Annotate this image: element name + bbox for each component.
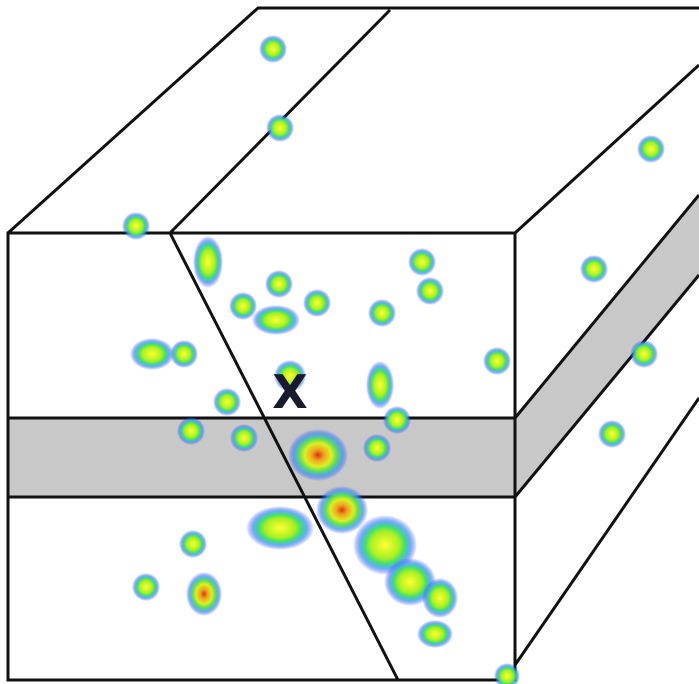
hotspot [494,663,520,684]
hotspot [363,434,391,462]
hotspot [274,360,306,392]
hotspot [186,572,222,616]
hotspot [383,406,411,434]
block [6,6,699,682]
hotspot [637,135,665,163]
side-edge [513,63,699,235]
hotspot [122,212,150,240]
hotspot [416,277,444,305]
gray-layer-side [515,195,699,497]
hotspot [130,338,174,370]
hotspot [408,248,436,276]
hotspot [179,530,207,558]
hotspot [132,573,160,601]
hotspot [230,424,258,452]
heatmap [122,35,665,684]
hotspot [266,114,294,142]
hotspot [598,420,626,448]
hotspot [368,299,396,327]
hotspot [170,340,198,368]
hotspot [177,417,205,445]
hotspot [630,340,658,368]
hotspot [417,620,453,648]
side-layer-line [513,194,699,419]
hotspot [316,486,368,534]
hotspot [483,347,511,375]
hotspot [366,361,394,409]
fault-front [168,232,400,681]
hotspot [303,289,331,317]
front-face [6,231,517,682]
hotspot [259,35,287,63]
hotspot [213,388,241,416]
hotspot [246,506,314,550]
top-edge [6,6,699,235]
hotspot [265,270,293,298]
hotspot [193,236,223,288]
hotspot [229,292,257,320]
side-edge [513,397,699,666]
gray-layer-front [8,418,515,497]
hotspot [252,305,300,335]
hotspot [288,429,348,481]
hotspot [580,255,608,283]
hotspot [422,578,458,618]
side-layer-line [513,274,699,498]
marker-label: X [272,365,307,419]
